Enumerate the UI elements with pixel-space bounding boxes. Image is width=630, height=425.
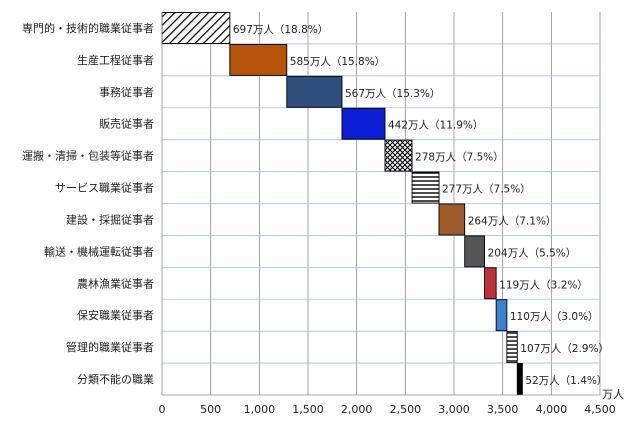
category-label: 管理的職業従事者 (66, 340, 154, 354)
x-tick-label: 3,000 (438, 403, 470, 416)
category-label: 運搬・清掃・包装等従事者 (22, 149, 154, 163)
category-label: 生産工程従事者 (77, 53, 154, 67)
bar (438, 203, 466, 236)
data-label: 119万人（3.2%） (499, 279, 588, 291)
category-label: 分類不能の職業 (77, 372, 154, 386)
x-tick-label: 1,500 (292, 403, 324, 416)
x-tick-label: 1,000 (244, 403, 276, 416)
data-label: 697万人（18.8%） (233, 24, 328, 36)
x-tick-label: 4,000 (536, 403, 568, 416)
bars-layer (161, 12, 523, 395)
x-tick-label: 2,500 (390, 403, 422, 416)
category-label: 事務従事者 (99, 85, 154, 99)
bar (286, 75, 343, 108)
x-tick-label: 4,500 (584, 403, 616, 416)
data-label: 264万人（7.1%） (468, 215, 557, 227)
category-label: 販売従事者 (99, 118, 154, 131)
data-label: 277万人（7.5%） (442, 184, 531, 196)
x-tick-label: 3,500 (487, 403, 519, 416)
x-tick-label: 2,000 (341, 403, 373, 416)
bar (161, 12, 231, 44)
bar (384, 139, 413, 172)
bar (495, 299, 508, 332)
bar (229, 43, 288, 76)
labels-layer: 専門的・技術的職業従事者 697万人（18.8%） 生産工程従事者 585万人（15.… (22, 21, 609, 387)
grid-layer (162, 12, 601, 395)
axis-layer: 0 500 1,000 1,500 2,000 2,500 3,000 3,500 4,000 4… (159, 12, 624, 416)
x-unit-label: 万人 (602, 388, 624, 401)
category-label: 農林漁業従事者 (77, 276, 154, 290)
category-label: サービス職業従事者 (55, 182, 154, 195)
category-label: 専門的・技術的職業従事者 (22, 21, 154, 35)
data-label: 585万人（15.8%） (290, 56, 385, 68)
category-label: 保安職業従事者 (77, 308, 154, 322)
category-label: 輸送・機械運転従事者 (44, 244, 154, 258)
bar (516, 363, 523, 395)
data-label: 567万人（15.3%） (345, 88, 440, 100)
x-tick-label: 0 (159, 403, 166, 416)
data-label: 278万人（7.5%） (415, 152, 504, 164)
bar (341, 107, 386, 140)
data-label: 110万人（3.0%） (510, 311, 599, 323)
data-label: 52万人（1.4%） (525, 375, 607, 387)
data-label: 107万人（2.9%） (520, 343, 609, 355)
bar (506, 331, 518, 364)
data-label: 204万人（5.5%） (488, 247, 577, 259)
bar (484, 267, 497, 300)
bar (464, 235, 486, 268)
bar (411, 171, 440, 204)
category-label: 建設・採掘従事者 (66, 212, 154, 226)
x-tick-label: 500 (200, 403, 221, 416)
data-label: 442万人（11.9%） (388, 120, 483, 132)
